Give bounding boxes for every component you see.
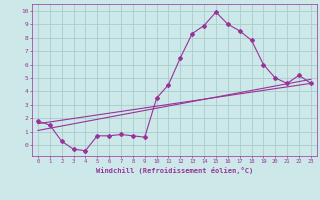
X-axis label: Windchill (Refroidissement éolien,°C): Windchill (Refroidissement éolien,°C) xyxy=(96,167,253,174)
